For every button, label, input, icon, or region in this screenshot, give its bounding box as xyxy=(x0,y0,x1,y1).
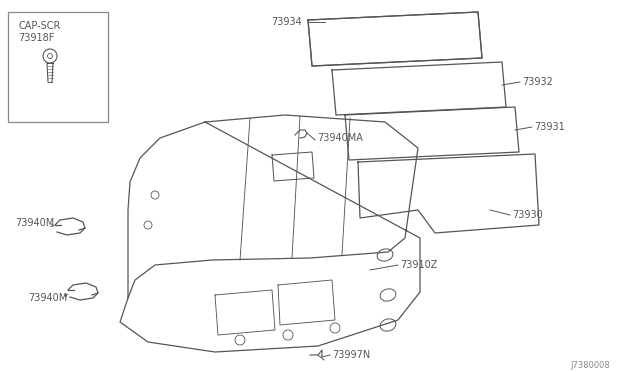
Text: 73918F: 73918F xyxy=(18,33,54,43)
Bar xyxy=(8,12,108,122)
Text: 73940M: 73940M xyxy=(15,218,54,228)
Text: 73940MA: 73940MA xyxy=(317,133,363,143)
Text: J7380008: J7380008 xyxy=(570,360,610,369)
Text: 73932: 73932 xyxy=(522,77,553,87)
Text: 73997N: 73997N xyxy=(332,350,371,360)
Text: 73930: 73930 xyxy=(512,210,543,220)
Text: CAP-SCR: CAP-SCR xyxy=(18,21,60,31)
Text: 73940M: 73940M xyxy=(28,293,67,303)
Text: 73934: 73934 xyxy=(271,17,302,27)
Text: 73910Z: 73910Z xyxy=(400,260,437,270)
Text: 73931: 73931 xyxy=(534,122,564,132)
